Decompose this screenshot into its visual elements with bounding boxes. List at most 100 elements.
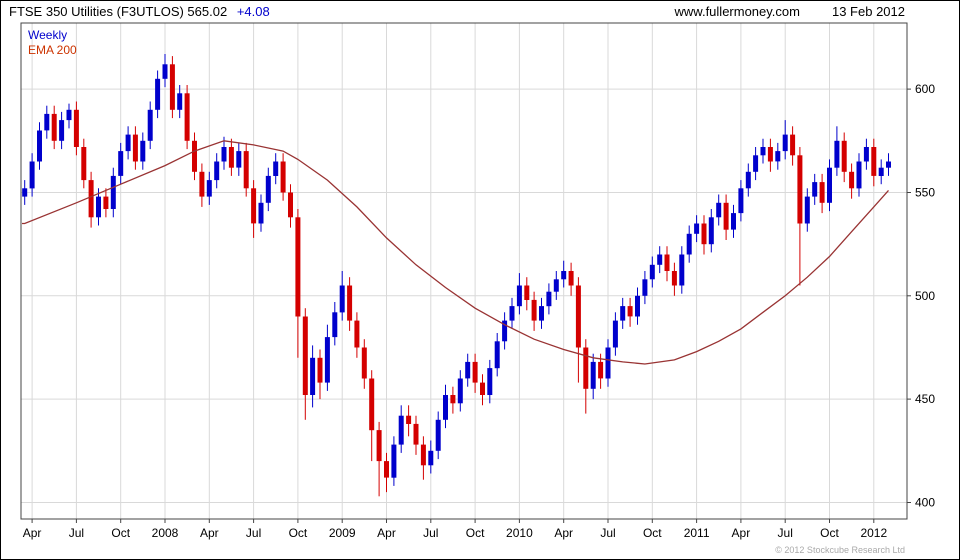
candle-body	[465, 361, 471, 379]
candle-body	[856, 161, 862, 189]
candle-body	[324, 337, 330, 383]
chart-legend: Weekly EMA 200	[28, 28, 77, 58]
candle-body	[834, 140, 840, 168]
candle-body	[605, 347, 611, 379]
candle-body	[664, 254, 670, 271]
candle-body	[214, 161, 220, 181]
x-axis-label: 2010	[506, 526, 533, 540]
x-axis-label: Apr	[554, 526, 573, 540]
candle-body	[708, 217, 714, 245]
candle-body	[590, 361, 596, 389]
candle-body	[406, 415, 412, 424]
candle-body	[140, 140, 146, 162]
copyright-text: © 2012 Stockcube Research Ltd	[775, 545, 905, 555]
candle-body	[265, 175, 271, 203]
y-axis-label: 500	[915, 289, 935, 303]
candle-body	[169, 64, 175, 110]
website-text: www.fullermoney.com	[674, 4, 800, 19]
x-axis-label: Oct	[289, 526, 308, 540]
candle-body	[738, 188, 744, 214]
y-axis-label: 450	[915, 392, 935, 406]
candle-body	[280, 161, 286, 193]
candle-body	[317, 357, 323, 383]
candle-body	[376, 430, 382, 462]
candle-body	[37, 130, 42, 162]
x-axis-label: Apr	[23, 526, 42, 540]
chart-header: FTSE 350 Utilities (F3UTLOS) 565.02 +4.0…	[1, 1, 959, 23]
legend-ema-label: EMA 200	[28, 43, 77, 57]
x-axis-label: Jul	[69, 526, 84, 540]
y-axis-label: 600	[915, 82, 935, 96]
candle-body	[635, 295, 640, 317]
candle-body	[192, 140, 197, 172]
candle-body	[745, 171, 751, 189]
candle-body	[487, 368, 493, 395]
candle-body	[849, 171, 855, 189]
y-axis-label: 400	[915, 496, 935, 510]
candle-body	[206, 180, 212, 197]
candle-body	[782, 134, 788, 152]
candle-body	[531, 299, 537, 321]
candle-body	[295, 217, 301, 317]
candle-body	[361, 347, 367, 379]
candle-body	[110, 175, 116, 209]
candle-body	[147, 109, 153, 141]
candle-body	[790, 134, 796, 156]
candle-body	[480, 382, 485, 395]
candle-body	[384, 461, 389, 478]
candle-body	[472, 361, 478, 383]
candle-body	[44, 113, 50, 131]
candle-body	[701, 223, 707, 245]
candle-body	[568, 271, 574, 286]
candle-body	[694, 223, 700, 234]
price-change: +4.08	[236, 4, 270, 19]
x-axis-label: Oct	[111, 526, 130, 540]
legend-weekly-label: Weekly	[28, 28, 68, 42]
candle-body	[236, 151, 242, 168]
candle-body	[886, 161, 891, 168]
candle-body	[539, 306, 544, 321]
candle-body	[827, 167, 832, 203]
candle-body	[332, 312, 338, 338]
candle-body	[679, 254, 685, 286]
candle-body	[428, 450, 434, 466]
candle-body	[575, 285, 581, 348]
candle-body	[413, 423, 419, 445]
candle-body	[369, 378, 375, 431]
page-title: FTSE 350 Utilities (F3UTLOS) 565.02	[9, 4, 228, 19]
x-axis-label: Jul	[423, 526, 438, 540]
candle-body	[775, 151, 781, 162]
candle-body	[561, 271, 567, 280]
candle-body	[288, 192, 293, 218]
ema200-line	[22, 140, 889, 365]
candle-body	[155, 78, 161, 110]
candle-body	[841, 140, 847, 172]
candle-body	[450, 395, 456, 404]
candle-body	[420, 444, 426, 466]
candle-body	[583, 347, 589, 389]
candle-body	[302, 316, 308, 395]
candle-body	[273, 161, 279, 176]
header-meta: www.fullermoney.com 13 Feb 2012	[675, 4, 905, 19]
candle-body	[162, 64, 168, 79]
x-axis-label: 2009	[329, 526, 356, 540]
candle-body	[767, 147, 773, 162]
candle-body	[812, 182, 818, 197]
candle-body	[51, 113, 57, 141]
x-axis-label: 2008	[152, 526, 179, 540]
candle-body	[132, 134, 138, 162]
candle-body	[620, 306, 626, 321]
candle-body	[804, 196, 810, 224]
candle-body	[354, 320, 360, 348]
candle-body	[29, 161, 35, 189]
candle-body	[243, 151, 249, 189]
candle-body	[642, 279, 648, 296]
candle-body	[184, 93, 190, 141]
candle-body	[228, 147, 234, 168]
x-axis-label: Oct	[466, 526, 485, 540]
candle-body	[524, 285, 530, 300]
candle-body	[627, 306, 633, 317]
candle-body	[878, 167, 884, 176]
candle-body	[59, 120, 65, 141]
